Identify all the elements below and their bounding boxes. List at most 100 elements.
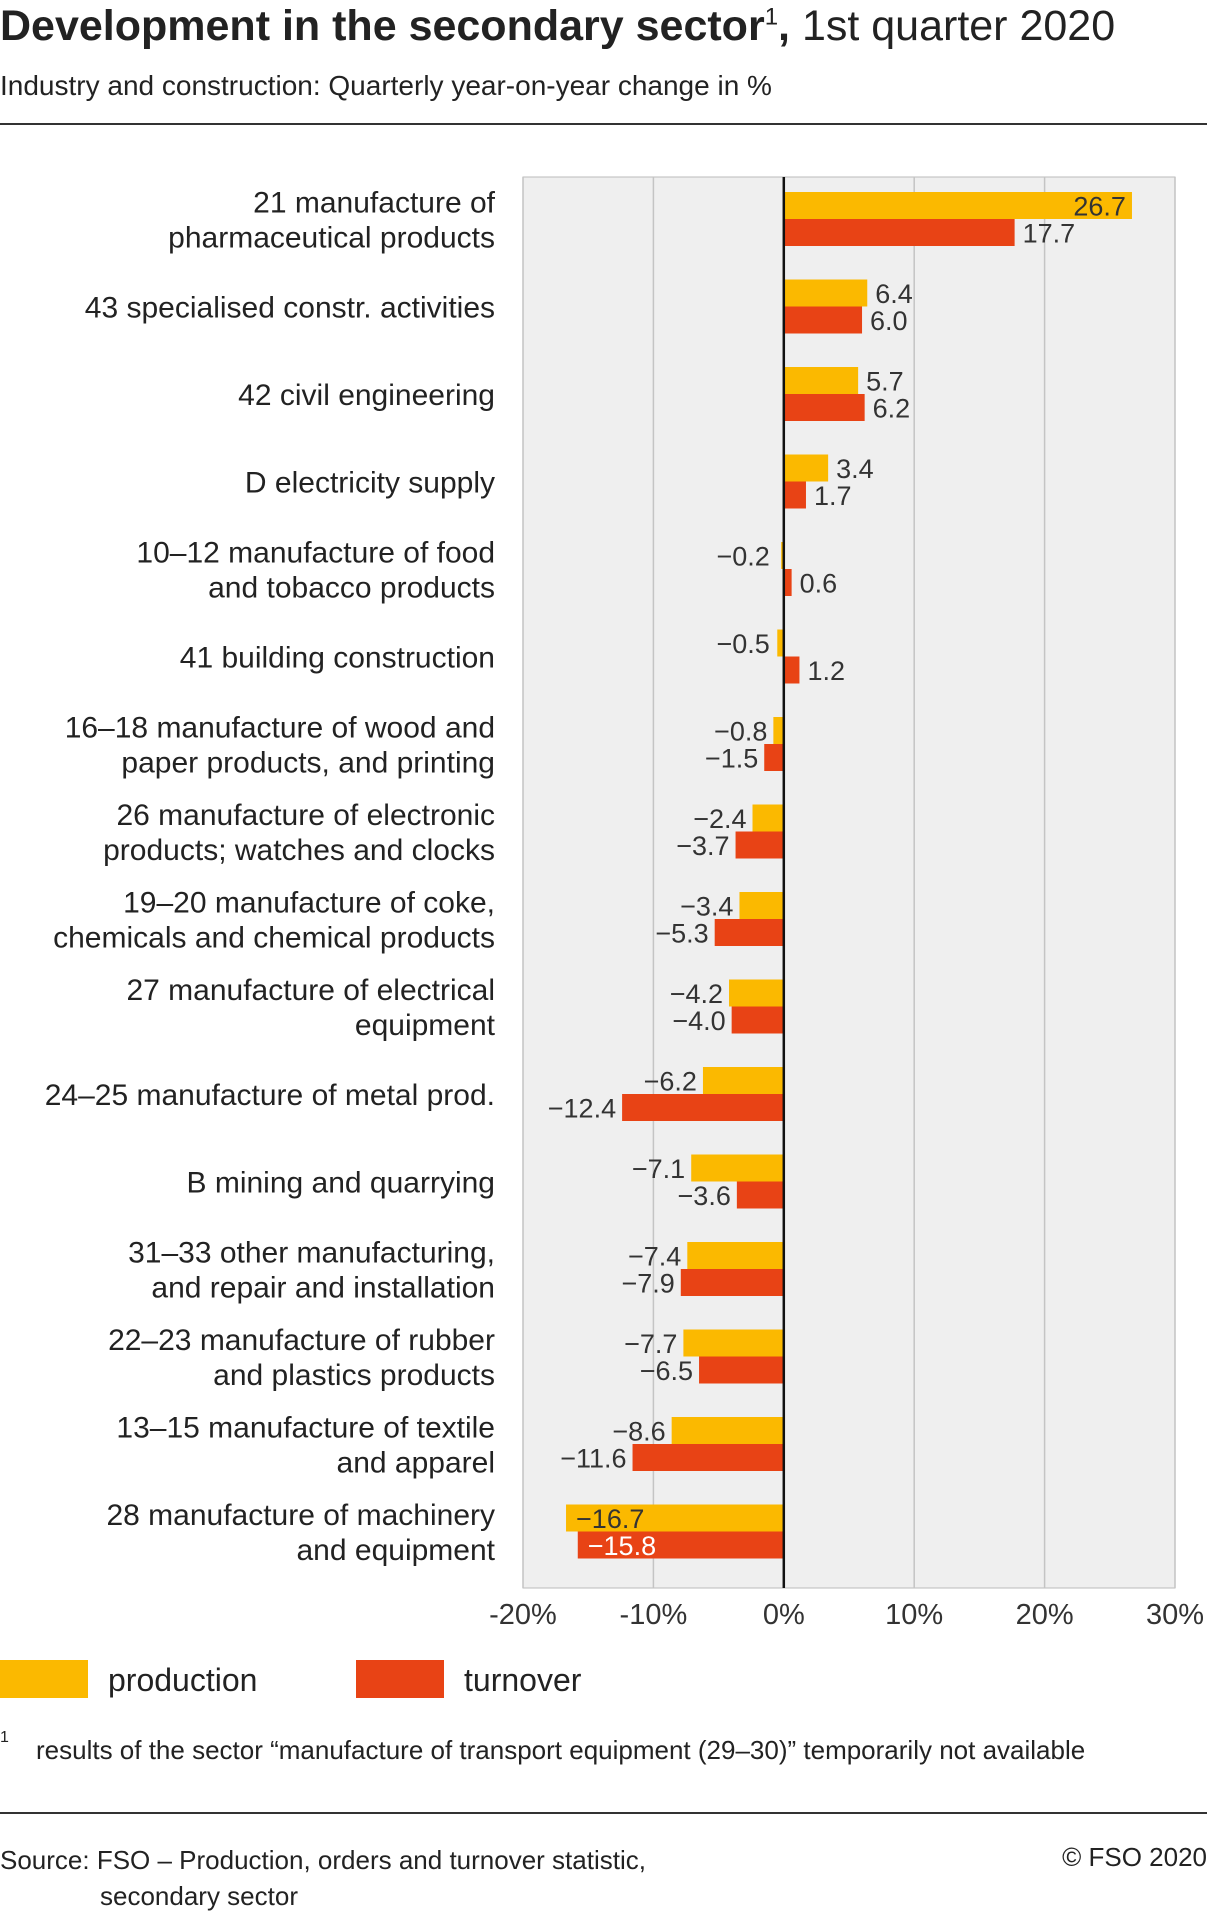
x-tick-label: 20% — [1016, 1599, 1074, 1631]
footer-divider — [0, 1812, 1207, 1814]
bar-turnover — [731, 1006, 784, 1034]
value-label-production: 3.4 — [836, 454, 874, 484]
value-label-production: −0.8 — [714, 717, 767, 747]
category-label: 42 civil engineering — [238, 379, 495, 412]
category-label: 41 building construction — [180, 642, 495, 675]
category-label: 21 manufacture of — [253, 187, 495, 220]
category-label: 13–15 manufacture of textile — [116, 1412, 495, 1445]
category-label: 24–25 manufacture of metal prod. — [45, 1079, 495, 1112]
bar-production — [687, 1242, 784, 1269]
source-line-2: secondary sector — [100, 1881, 298, 1911]
value-label-production: −2.4 — [693, 804, 746, 834]
header-divider — [0, 123, 1207, 125]
category-label: 22–23 manufacture of rubber — [108, 1324, 495, 1357]
value-label-turnover: 6.0 — [870, 306, 908, 336]
category-label: 26 manufacture of electronic — [116, 799, 495, 832]
value-label-turnover: −12.4 — [548, 1094, 616, 1124]
category-label: 10–12 manufacture of food — [136, 537, 495, 570]
bar-production — [781, 542, 784, 569]
chart-title-period: 1st quarter 2020 — [790, 2, 1116, 50]
category-label: B mining and quarrying — [186, 1167, 495, 1200]
category-label: D electricity supply — [245, 467, 495, 500]
bar-turnover — [783, 656, 800, 684]
bar-production — [783, 454, 829, 482]
category-label: and equipment — [297, 1534, 496, 1567]
chart-title-main: Development in the secondary sector — [0, 2, 765, 50]
value-label-production: −4.2 — [670, 979, 723, 1009]
bar-turnover — [680, 1269, 784, 1296]
category-label: and tobacco products — [208, 572, 495, 605]
category-label: 43 specialised constr. activities — [85, 292, 495, 325]
category-label: 27 manufacture of electrical — [126, 974, 495, 1007]
bar-turnover — [783, 569, 792, 596]
value-label-production: −8.6 — [612, 1417, 665, 1447]
bar-turnover — [736, 1181, 784, 1209]
legend: production turnover — [0, 1660, 700, 1700]
value-label-production: −0.2 — [716, 542, 769, 572]
category-label: chemicals and chemical products — [53, 922, 495, 955]
x-tick-label: 0% — [763, 1599, 805, 1631]
category-label: 28 manufacture of machinery — [106, 1499, 495, 1532]
bar-production — [773, 717, 784, 744]
value-label-production: −0.5 — [716, 629, 769, 659]
bar-production — [777, 629, 784, 657]
value-label-turnover: 1.7 — [814, 481, 852, 511]
x-tick-label: -10% — [620, 1599, 688, 1631]
value-label-turnover: 6.2 — [873, 394, 911, 424]
source-note: Source: FSO – Production, orders and tur… — [0, 1842, 646, 1914]
category-label: 19–20 manufacture of coke, — [123, 887, 495, 920]
value-label-turnover: 0.6 — [800, 569, 838, 599]
bar-turnover — [577, 1531, 784, 1559]
value-label-turnover: −6.5 — [640, 1356, 693, 1386]
bar-production — [752, 804, 784, 832]
bar-turnover — [632, 1444, 784, 1471]
legend-swatch-production — [0, 1660, 88, 1698]
value-label-production: −7.7 — [624, 1329, 677, 1359]
bar-production — [783, 192, 1132, 219]
bar-production — [691, 1154, 784, 1182]
bar-turnover — [764, 744, 784, 771]
bar-turnover — [714, 919, 784, 946]
value-label-production: 5.7 — [866, 367, 904, 397]
value-label-turnover: −15.8 — [588, 1531, 656, 1561]
value-label-turnover: 1.2 — [807, 656, 845, 686]
bar-turnover — [783, 481, 806, 509]
copyright: © FSO 2020 — [1062, 1842, 1207, 1872]
bar-production — [783, 367, 859, 394]
category-label: products; watches and clocks — [103, 834, 495, 867]
category-label: 31–33 other manufacturing, — [128, 1237, 495, 1270]
bar-turnover — [783, 219, 1015, 246]
category-label: and plastics products — [213, 1359, 495, 1392]
value-label-production: −6.2 — [644, 1067, 697, 1097]
bar-turnover — [699, 1356, 784, 1384]
bar-turnover — [735, 831, 784, 859]
value-label-production: −3.4 — [680, 892, 733, 922]
bar-production — [739, 892, 784, 919]
value-label-production: 26.7 — [1073, 192, 1126, 222]
legend-label-turnover: turnover — [464, 1662, 582, 1698]
bar-production — [683, 1329, 784, 1357]
legend-label-production: production — [108, 1662, 258, 1698]
bar-production — [783, 279, 868, 307]
category-label: pharmaceutical products — [168, 222, 495, 255]
bar-production — [702, 1067, 784, 1094]
source-line-1: Source: FSO – Production, orders and tur… — [0, 1845, 646, 1875]
category-label: paper products, and printing — [121, 747, 495, 780]
value-label-production: 6.4 — [875, 279, 913, 309]
footnote-mark: 1 — [0, 1729, 9, 1746]
value-label-turnover: −7.9 — [621, 1269, 674, 1299]
category-label: and repair and installation — [151, 1272, 495, 1305]
category-label: 16–18 manufacture of wood and — [65, 712, 495, 745]
category-label: and apparel — [337, 1447, 495, 1480]
chart-title: Development in the secondary sector1, 1s… — [0, 2, 1115, 51]
bar-production — [671, 1417, 784, 1444]
bar-turnover — [783, 394, 865, 421]
value-label-turnover: −5.3 — [655, 919, 708, 949]
bar-turnover — [783, 306, 863, 334]
title-footnote-mark: 1 — [764, 3, 779, 31]
bar-chart: -20% -10% 0% 10% 20% 30% 26.7 6.4 5.7 3.4 −0.2 −0.5… — [45, 176, 1204, 1631]
x-tick-label: 30% — [1146, 1599, 1204, 1631]
value-label-turnover: −3.6 — [678, 1181, 731, 1211]
bar-production — [566, 1504, 784, 1532]
value-label-turnover: −11.6 — [560, 1444, 626, 1474]
